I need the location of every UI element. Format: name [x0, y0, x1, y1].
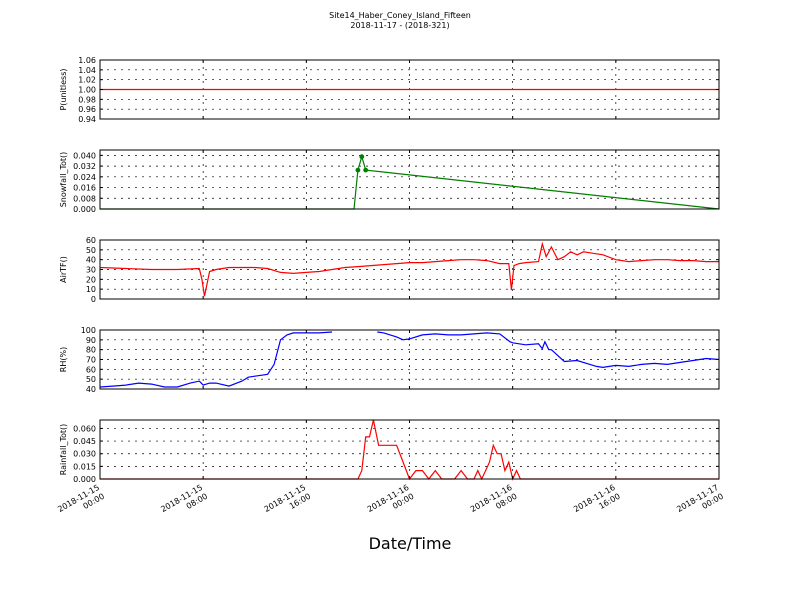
data-point	[363, 167, 369, 173]
y-tick-label: 0.045	[73, 437, 96, 446]
y-axis-label: AirTF()	[59, 256, 68, 283]
y-tick-label: 0.008	[73, 194, 96, 203]
y-tick-label: 0.000	[73, 475, 96, 484]
series-line	[99, 241, 719, 297]
y-tick-label: 0.000	[73, 205, 96, 214]
y-tick-label: 0.060	[73, 424, 96, 433]
y-tick-label: 50	[86, 375, 96, 384]
y-tick-label: 40	[86, 256, 96, 265]
y-tick-label: 0.015	[73, 462, 96, 471]
y-tick-label: 1.02	[78, 76, 96, 85]
x-axis-label: Date/Time	[368, 534, 452, 553]
y-tick-label: 100	[81, 326, 96, 335]
y-tick-label: 60	[86, 365, 96, 374]
y-tick-label: 0.96	[78, 105, 96, 114]
y-tick-label: 0	[91, 295, 96, 304]
y-tick-label: 10	[86, 285, 96, 294]
y-tick-label: 0.98	[78, 95, 96, 104]
y-tick-label: 30	[86, 266, 96, 275]
y-tick-label: 60	[86, 236, 96, 245]
y-tick-label: 70	[86, 356, 96, 365]
figure-title: Site14_Haber_Coney_Island_Fifteen	[329, 11, 471, 20]
y-tick-label: 0.030	[73, 450, 96, 459]
y-tick-label: 50	[86, 246, 96, 255]
y-tick-label: 1.00	[78, 86, 96, 95]
y-tick-label: 0.024	[73, 173, 96, 182]
y-axis-label: P(unitless)	[59, 68, 68, 110]
series-line	[99, 331, 720, 388]
y-tick-label: 40	[86, 385, 96, 394]
y-axis-label: RH(%)	[59, 347, 68, 372]
y-tick-label: 20	[86, 275, 96, 284]
y-axis-label: Rainfall_Tot()	[59, 424, 68, 476]
y-tick-label: 0.032	[73, 162, 96, 171]
y-tick-label: 80	[86, 346, 96, 355]
data-point	[359, 154, 365, 160]
y-axis-label: Snowfall_Tot()	[59, 152, 68, 208]
y-tick-label: 0.016	[73, 184, 96, 193]
y-tick-label: 90	[86, 336, 96, 345]
y-tick-label: 0.94	[78, 115, 96, 124]
data-point	[355, 167, 361, 173]
y-tick-label: 1.06	[78, 56, 96, 65]
figure-subtitle: 2018-11-17 - (2018-321)	[350, 21, 450, 30]
y-tick-label: 1.04	[78, 66, 96, 75]
y-tick-label: 0.040	[73, 151, 96, 160]
